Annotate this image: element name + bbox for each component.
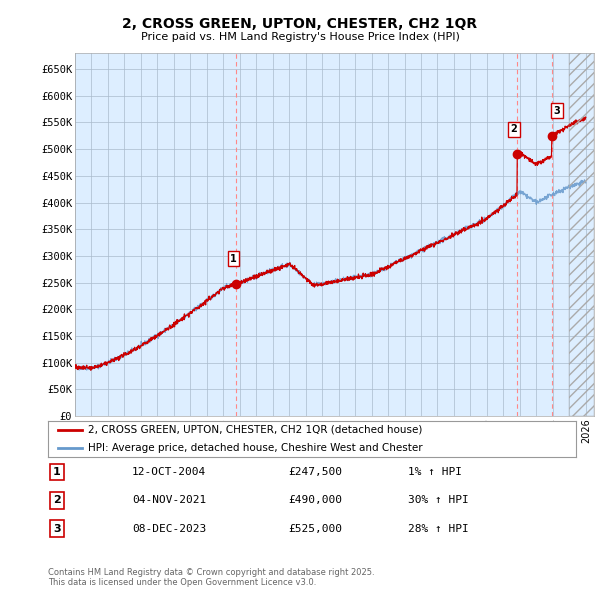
Text: 04-NOV-2021: 04-NOV-2021	[132, 496, 206, 505]
Text: 2: 2	[511, 124, 517, 134]
Text: 1: 1	[53, 467, 61, 477]
Text: HPI: Average price, detached house, Cheshire West and Chester: HPI: Average price, detached house, Ches…	[88, 443, 422, 453]
Text: £490,000: £490,000	[288, 496, 342, 505]
Text: 1% ↑ HPI: 1% ↑ HPI	[408, 467, 462, 477]
Text: 30% ↑ HPI: 30% ↑ HPI	[408, 496, 469, 505]
Text: 08-DEC-2023: 08-DEC-2023	[132, 524, 206, 533]
Bar	[569, 53, 594, 416]
Text: 12-OCT-2004: 12-OCT-2004	[132, 467, 206, 477]
Text: 28% ↑ HPI: 28% ↑ HPI	[408, 524, 469, 533]
Text: 3: 3	[553, 106, 560, 116]
Text: 1: 1	[230, 254, 237, 264]
Text: £247,500: £247,500	[288, 467, 342, 477]
Text: Price paid vs. HM Land Registry's House Price Index (HPI): Price paid vs. HM Land Registry's House …	[140, 32, 460, 41]
Text: £525,000: £525,000	[288, 524, 342, 533]
Text: Contains HM Land Registry data © Crown copyright and database right 2025.
This d: Contains HM Land Registry data © Crown c…	[48, 568, 374, 587]
Text: 2: 2	[53, 496, 61, 505]
Text: 3: 3	[53, 524, 61, 533]
Text: 2, CROSS GREEN, UPTON, CHESTER, CH2 1QR: 2, CROSS GREEN, UPTON, CHESTER, CH2 1QR	[122, 17, 478, 31]
Text: 2, CROSS GREEN, UPTON, CHESTER, CH2 1QR (detached house): 2, CROSS GREEN, UPTON, CHESTER, CH2 1QR …	[88, 425, 422, 435]
